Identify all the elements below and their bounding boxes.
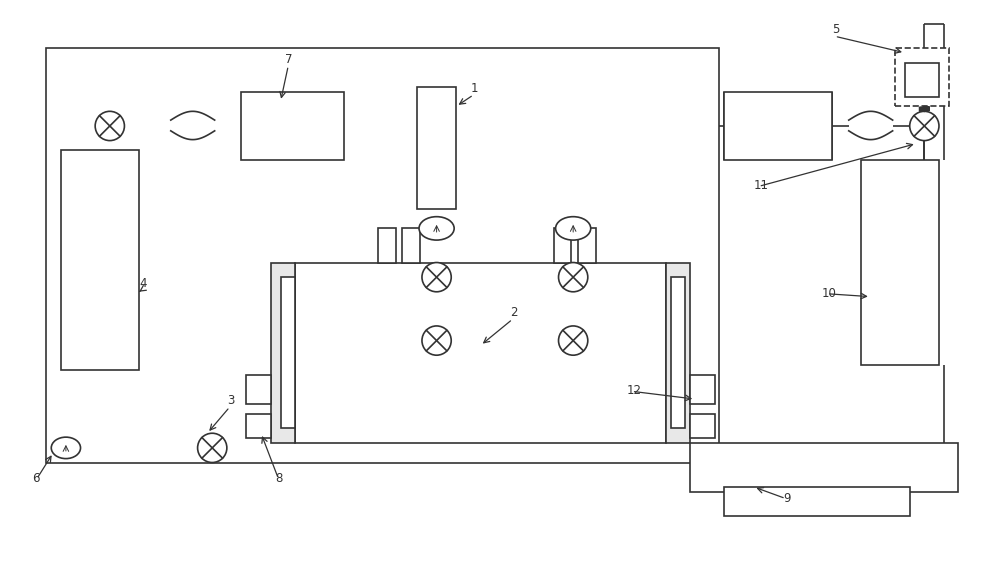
Bar xyxy=(861,160,939,365)
Circle shape xyxy=(910,111,939,141)
Text: 8: 8 xyxy=(276,472,283,485)
Text: 10: 10 xyxy=(822,287,837,300)
Bar xyxy=(905,62,939,97)
Text: 2: 2 xyxy=(510,306,517,319)
Ellipse shape xyxy=(51,437,81,459)
Text: 7: 7 xyxy=(285,53,293,66)
Text: 4: 4 xyxy=(139,277,147,290)
Bar xyxy=(378,229,396,263)
Bar xyxy=(690,375,715,404)
Ellipse shape xyxy=(419,217,454,240)
Bar xyxy=(690,443,958,492)
Bar xyxy=(402,229,420,263)
Ellipse shape xyxy=(556,217,591,240)
Text: 5: 5 xyxy=(832,23,839,36)
Circle shape xyxy=(422,263,451,292)
Bar xyxy=(724,487,910,516)
Bar xyxy=(241,92,344,160)
Text: 11: 11 xyxy=(754,179,769,192)
Text: 3: 3 xyxy=(227,394,234,407)
Circle shape xyxy=(198,433,227,463)
Bar xyxy=(46,48,719,463)
Bar xyxy=(271,263,295,443)
Bar xyxy=(246,375,271,404)
Bar xyxy=(666,263,690,443)
Circle shape xyxy=(559,326,588,355)
Bar xyxy=(671,277,685,428)
Bar xyxy=(61,150,139,370)
Circle shape xyxy=(95,111,124,141)
Bar xyxy=(246,414,271,438)
Bar xyxy=(417,87,456,209)
Text: 9: 9 xyxy=(783,492,790,505)
Text: 6: 6 xyxy=(32,472,39,485)
Circle shape xyxy=(559,263,588,292)
Bar xyxy=(724,92,832,160)
Bar xyxy=(895,48,949,107)
Bar xyxy=(578,229,596,263)
Circle shape xyxy=(422,326,451,355)
Bar xyxy=(690,414,715,438)
Bar xyxy=(295,263,666,443)
Bar xyxy=(554,229,571,263)
Text: 1: 1 xyxy=(471,82,478,95)
Bar xyxy=(281,277,295,428)
Text: 12: 12 xyxy=(627,384,642,397)
